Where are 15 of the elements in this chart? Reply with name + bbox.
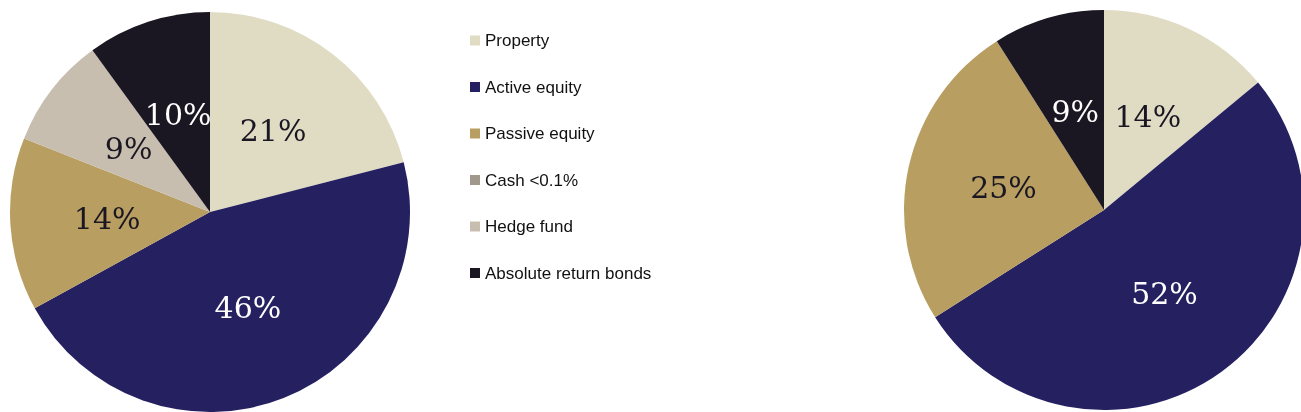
data-label: 9%: [104, 131, 153, 167]
data-label: 21%: [239, 113, 307, 149]
data-label: 52%: [1131, 275, 1198, 311]
legend-label: Passive equity: [485, 124, 596, 143]
data-label: 14%: [73, 200, 141, 236]
data-label: 9%: [1051, 93, 1100, 129]
legend-label: Absolute return bonds: [485, 263, 652, 283]
data-label: 46%: [214, 290, 282, 326]
data-label: 25%: [970, 170, 1037, 206]
legend-label: Cash <0.1%: [485, 170, 579, 190]
legend-label: Hedge fund: [485, 217, 573, 236]
data-label: 10%: [144, 96, 212, 132]
legend-label: Active equity: [485, 77, 582, 97]
data-label: 14%: [1114, 99, 1182, 135]
legend-label: Property: [485, 31, 550, 50]
